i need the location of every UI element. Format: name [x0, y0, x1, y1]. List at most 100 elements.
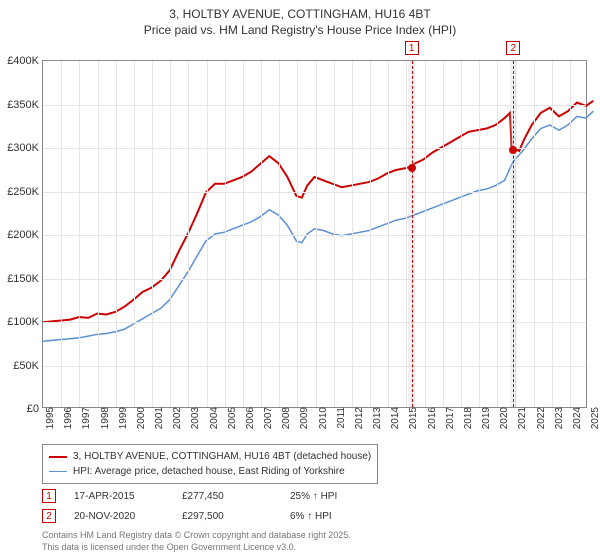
gridline-v	[497, 61, 498, 407]
xtick-label: 2001	[152, 407, 165, 429]
sale-marker-label: 1	[405, 41, 419, 55]
chart-lines-svg	[43, 61, 586, 407]
xtick-label: 2020	[497, 407, 510, 429]
xtick-label: 2011	[334, 407, 347, 429]
gridline-v	[61, 61, 62, 407]
gridline-v	[297, 61, 298, 407]
ytick-label: £50K	[13, 360, 43, 372]
gridline-v	[98, 61, 99, 407]
gridline-v	[152, 61, 153, 407]
gridline-v	[316, 61, 317, 407]
xtick-label: 2010	[316, 407, 329, 429]
xtick-label: 2021	[515, 407, 528, 429]
sales-date: 20-NOV-2020	[74, 511, 164, 522]
sale-marker-label: 2	[506, 41, 520, 55]
gridline-v	[134, 61, 135, 407]
sales-price: £277,450	[182, 491, 272, 502]
xtick-label: 2000	[134, 407, 147, 429]
gridline-v	[570, 61, 571, 407]
sales-index-box: 2	[42, 509, 56, 523]
gridline-v	[188, 61, 189, 407]
ytick-label: £0	[27, 403, 43, 415]
sales-table: 117-APR-2015£277,45025% ↑ HPI220-NOV-202…	[42, 486, 380, 526]
legend-swatch	[49, 471, 67, 472]
gridline-v	[479, 61, 480, 407]
gridline-h	[43, 366, 586, 367]
gridline-h	[43, 279, 586, 280]
xtick-label: 1996	[61, 407, 74, 429]
gridline-h	[43, 192, 586, 193]
xtick-label: 2002	[170, 407, 183, 429]
gridline-v	[79, 61, 80, 407]
xtick-label: 2022	[534, 407, 547, 429]
gridline-v	[552, 61, 553, 407]
xtick-label: 2005	[225, 407, 238, 429]
xtick-label: 1999	[116, 407, 129, 429]
xtick-label: 1995	[43, 407, 56, 429]
gridline-v	[334, 61, 335, 407]
gridline-v	[170, 61, 171, 407]
footnote-line2: This data is licensed under the Open Gov…	[42, 542, 351, 554]
sale-marker-line	[412, 61, 413, 407]
chart-plot-area: £0£50K£100K£150K£200K£250K£300K£350K£400…	[42, 60, 587, 408]
legend-label: 3, HOLTBY AVENUE, COTTINGHAM, HU16 4BT (…	[73, 449, 371, 464]
legend-label: HPI: Average price, detached house, East…	[73, 464, 345, 479]
gridline-v	[388, 61, 389, 407]
xtick-label: 1998	[98, 407, 111, 429]
sale-marker-dot	[509, 146, 517, 154]
sales-pct: 25% ↑ HPI	[290, 491, 380, 502]
xtick-label: 1997	[79, 407, 92, 429]
xtick-label: 2009	[297, 407, 310, 429]
xtick-label: 2013	[370, 407, 383, 429]
gridline-v	[279, 61, 280, 407]
ytick-label: £400K	[7, 55, 43, 67]
xtick-label: 2019	[479, 407, 492, 429]
xtick-label: 2003	[188, 407, 201, 429]
sales-pct: 6% ↑ HPI	[290, 511, 380, 522]
xtick-label: 2015	[406, 407, 419, 429]
gridline-h	[43, 322, 586, 323]
chart-container: 3, HOLTBY AVENUE, COTTINGHAM, HU16 4BT P…	[0, 0, 600, 560]
footnote: Contains HM Land Registry data © Crown c…	[42, 530, 351, 553]
xtick-label: 2007	[261, 407, 274, 429]
xtick-label: 2016	[425, 407, 438, 429]
gridline-v	[225, 61, 226, 407]
xtick-label: 2018	[461, 407, 474, 429]
gridline-h	[43, 148, 586, 149]
gridline-h	[43, 105, 586, 106]
xtick-label: 2023	[552, 407, 565, 429]
xtick-label: 2008	[279, 407, 292, 429]
title-block: 3, HOLTBY AVENUE, COTTINGHAM, HU16 4BT P…	[0, 0, 600, 38]
sales-index-box: 1	[42, 489, 56, 503]
gridline-v	[352, 61, 353, 407]
legend-swatch	[49, 456, 67, 458]
ytick-label: £300K	[7, 142, 43, 154]
xtick-label: 2024	[570, 407, 583, 429]
ytick-label: £200K	[7, 229, 43, 241]
ytick-label: £350K	[7, 99, 43, 111]
title-line2: Price paid vs. HM Land Registry's House …	[0, 22, 600, 38]
gridline-v	[461, 61, 462, 407]
sale-marker-line	[513, 61, 514, 407]
ytick-label: £150K	[7, 273, 43, 285]
gridline-v	[243, 61, 244, 407]
xtick-label: 2004	[207, 407, 220, 429]
xtick-label: 2025	[588, 407, 600, 429]
gridline-v	[116, 61, 117, 407]
legend: 3, HOLTBY AVENUE, COTTINGHAM, HU16 4BT (…	[42, 444, 378, 484]
gridline-v	[443, 61, 444, 407]
legend-item: HPI: Average price, detached house, East…	[49, 464, 371, 479]
sales-row: 117-APR-2015£277,45025% ↑ HPI	[42, 486, 380, 506]
xtick-label: 2012	[352, 407, 365, 429]
sales-row: 220-NOV-2020£297,5006% ↑ HPI	[42, 506, 380, 526]
gridline-v	[207, 61, 208, 407]
ytick-label: £250K	[7, 186, 43, 198]
ytick-label: £100K	[7, 316, 43, 328]
sale-marker-dot	[408, 164, 416, 172]
legend-item: 3, HOLTBY AVENUE, COTTINGHAM, HU16 4BT (…	[49, 449, 371, 464]
title-line1: 3, HOLTBY AVENUE, COTTINGHAM, HU16 4BT	[0, 6, 600, 22]
gridline-v	[370, 61, 371, 407]
gridline-v	[425, 61, 426, 407]
gridline-v	[534, 61, 535, 407]
xtick-label: 2014	[388, 407, 401, 429]
